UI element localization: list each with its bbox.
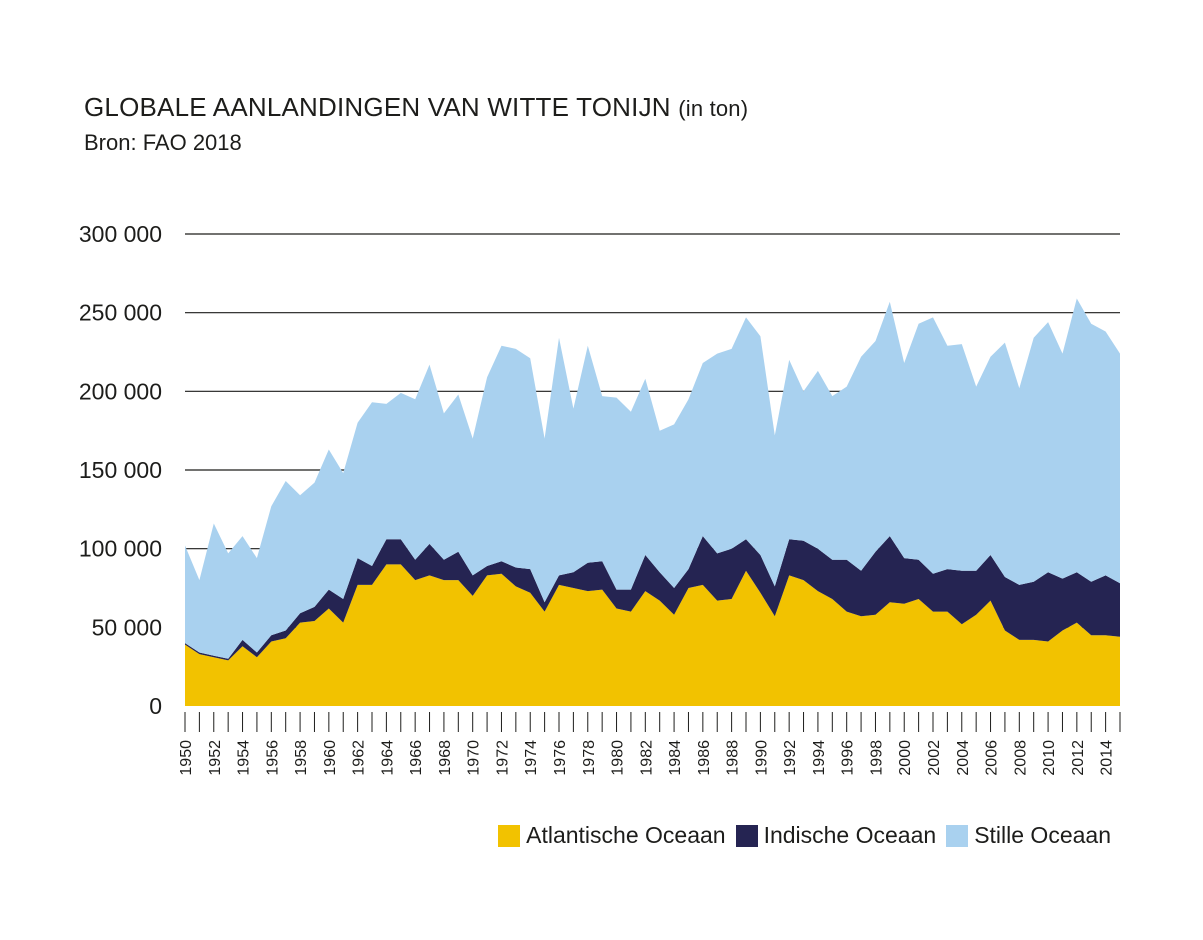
x-tick-label: 1958	[293, 740, 310, 776]
y-tick-label: 100 000	[79, 536, 162, 562]
legend-item-pacific: Stille Oceaan	[946, 822, 1111, 849]
x-tick-label: 2002	[926, 740, 943, 776]
y-tick-label: 200 000	[79, 378, 162, 404]
x-tick-label: 1978	[581, 740, 598, 776]
legend-label-indian: Indische Oceaan	[763, 822, 937, 848]
legend-item-atlantic: Atlantische Oceaan	[498, 822, 726, 849]
x-tick-label: 1962	[351, 740, 368, 776]
chart-subtitle: Bron: FAO 2018	[84, 130, 242, 155]
x-tick-label: 1994	[811, 740, 828, 776]
chart-title: GLOBALE AANLANDINGEN VAN WITTE TONIJN (i…	[84, 92, 748, 123]
x-tick-label: 1960	[322, 740, 339, 776]
y-tick-label: 0	[149, 693, 162, 719]
legend: Atlantische Oceaan Indische Oceaan Still…	[488, 822, 1111, 849]
x-tick-label: 1980	[610, 740, 627, 776]
chart-title-unit: (in ton)	[678, 96, 749, 121]
x-tick-label: 1972	[494, 740, 511, 776]
x-tick-label: 2004	[955, 740, 972, 776]
x-tick-label: 1966	[408, 740, 425, 776]
y-tick-label: 50 000	[92, 614, 162, 640]
x-tick-label: 1952	[207, 740, 224, 776]
y-tick-label: 150 000	[79, 457, 162, 483]
legend-swatch-pacific	[946, 824, 969, 847]
x-tick-label: 1988	[725, 740, 742, 776]
y-tick-label: 250 000	[79, 300, 162, 326]
legend-label-atlantic: Atlantische Oceaan	[526, 822, 726, 848]
x-tick-label: 1986	[696, 740, 713, 776]
x-tick-label: 1998	[868, 740, 885, 776]
x-tick-label: 1950	[178, 740, 195, 776]
x-tick-label: 1984	[667, 740, 684, 776]
y-tick-label: 300 000	[79, 221, 162, 247]
area-atlantic	[185, 564, 1120, 706]
x-tick-label: 1996	[840, 740, 857, 776]
x-tick-label: 2008	[1012, 740, 1029, 776]
x-tick-label: 1990	[753, 740, 770, 776]
x-tick-label: 1970	[466, 740, 483, 776]
area-pacific	[185, 298, 1120, 659]
x-tick-label: 2014	[1099, 740, 1116, 776]
x-tick-label: 1954	[236, 740, 253, 776]
x-tick-label: 1992	[782, 740, 799, 776]
x-tick-label: 2000	[897, 740, 914, 776]
x-tick-label: 1976	[552, 740, 569, 776]
x-tick-label: 2012	[1070, 740, 1087, 776]
x-tick-label: 1964	[379, 740, 396, 776]
area-indian	[185, 536, 1120, 661]
legend-swatch-indian	[735, 824, 758, 847]
x-tick-label: 1974	[523, 740, 540, 776]
x-tick-label: 1968	[437, 740, 454, 776]
legend-swatch-atlantic	[498, 824, 521, 847]
x-tick-label: 1982	[638, 740, 655, 776]
x-tick-label: 1956	[264, 740, 281, 776]
legend-item-indian: Indische Oceaan	[735, 822, 937, 849]
x-tick-label: 2010	[1041, 740, 1058, 776]
x-tick-label: 2006	[984, 740, 1001, 776]
chart-title-text: GLOBALE AANLANDINGEN VAN WITTE TONIJN	[84, 92, 671, 122]
legend-label-pacific: Stille Oceaan	[974, 822, 1111, 848]
